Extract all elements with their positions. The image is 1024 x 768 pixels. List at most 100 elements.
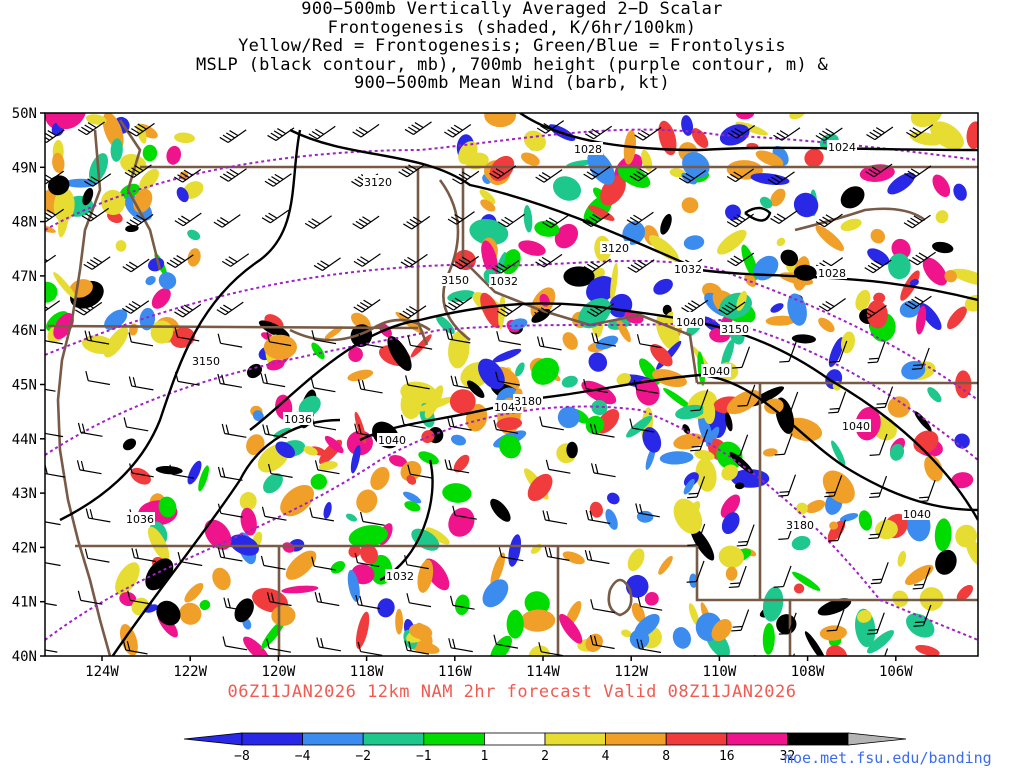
wind-barb [124,164,152,179]
shading-cell [350,324,373,348]
wind-barb [446,416,472,431]
wind-barb [773,127,801,141]
wind-barb [828,391,847,414]
shading-cell [932,174,951,198]
wind-barb [217,547,243,562]
shading-cell [85,114,107,125]
shading-cell [818,317,835,333]
wind-barb [221,423,247,438]
svg-text:3150: 3150 [721,323,749,336]
shading-cell [158,272,177,290]
svg-text:1040: 1040 [842,420,870,433]
shading-cell [130,467,151,485]
wind-barb [404,121,432,136]
shading-cell [449,389,476,414]
colorbar-label: −4 [295,749,311,764]
svg-text:1036: 1036 [284,413,312,426]
wind-barb [583,166,611,180]
shading-cell [53,272,77,300]
lon-label: 114W [526,664,560,680]
mslp-label: 1040 [902,507,932,521]
shading-cell [252,410,264,422]
lat-label: 50N [12,106,37,122]
wind-barb [629,418,655,433]
shading-cell [586,276,616,303]
shading-cell [425,527,450,545]
shading-cell [887,396,911,418]
shading-cell [815,225,845,252]
mslp-contour-1036a [249,302,978,521]
shading-cell [198,465,209,492]
shading-cell [934,518,952,552]
shading-cell [345,513,358,522]
map-axes: 50N 49N 48N 47N 46N 45N 44N 43N 42N 41N 40N 124W 122… [12,106,914,680]
mslp-contours [59,113,978,656]
shading-cell [424,385,444,419]
shading-cell [406,475,417,485]
shading-cell [458,141,478,165]
shading-cell [695,458,717,492]
wind-barb [859,305,887,319]
wind-barb [45,423,64,438]
credit-link[interactable]: moe.met.fsu.edu/banding [784,749,992,767]
wind-barb [122,300,150,314]
shading-cell [348,346,363,363]
colorbar-box [423,732,485,746]
shading-cell [840,513,859,522]
wind-barb [815,213,843,228]
wind-barb [308,125,336,140]
shading-cell [792,571,821,591]
shading-cell [447,290,475,302]
wind-barb [45,300,61,314]
shading-cell [717,229,747,255]
wind-barb [405,375,430,390]
wind-barb [261,209,289,224]
shading-cell [673,433,704,450]
shading-cell [492,348,522,363]
height-label: 3120 [600,241,630,255]
shading-cell [644,591,659,606]
shading-cell [410,334,432,358]
shading-cell [450,434,467,446]
shading-cell [176,187,189,203]
wind-barb [727,125,756,139]
shading-cell [617,165,651,188]
wind-barb [123,417,149,432]
wind-barb [223,597,249,612]
shading-cell [642,427,662,453]
shading-cell [610,262,618,302]
wind-barb [85,370,111,386]
wind-barb [77,590,103,605]
svg-text:1032: 1032 [386,570,414,583]
mslp-contour-1040a [359,373,978,512]
shading-cell [589,501,603,518]
shading-cell [246,434,265,456]
wind-barb [406,593,432,608]
wind-barb [911,347,930,370]
shading-cell [621,629,632,638]
wind-barb [633,379,659,394]
wind-barb [727,252,755,267]
mslp-contour-1032b [59,129,302,522]
wind-barb [400,414,426,429]
lat-label: 43N [12,486,37,502]
wind-barb [166,254,194,269]
map-title: 900−500mb Vertically Averaged 2−D Scalar… [0,0,1024,93]
title-line-4: MSLP (black contour, mb), 700mb height (… [195,54,829,75]
shading-cell [280,484,315,517]
lat-label: 47N [12,269,37,285]
wind-barb [774,433,793,456]
wind-barb [444,124,472,138]
shading-cell [828,337,844,368]
shading-cell [559,613,583,644]
shading-cell [765,315,796,326]
wind-barb [904,165,932,180]
shading-cell [469,219,509,246]
colorbar-box [605,732,667,746]
shading-cell [489,155,515,182]
lon-label: 112W [614,664,648,680]
wind-barb [495,371,520,386]
wind-barb [403,215,431,230]
wind-barb [314,591,340,607]
svg-text:1024: 1024 [828,141,856,154]
